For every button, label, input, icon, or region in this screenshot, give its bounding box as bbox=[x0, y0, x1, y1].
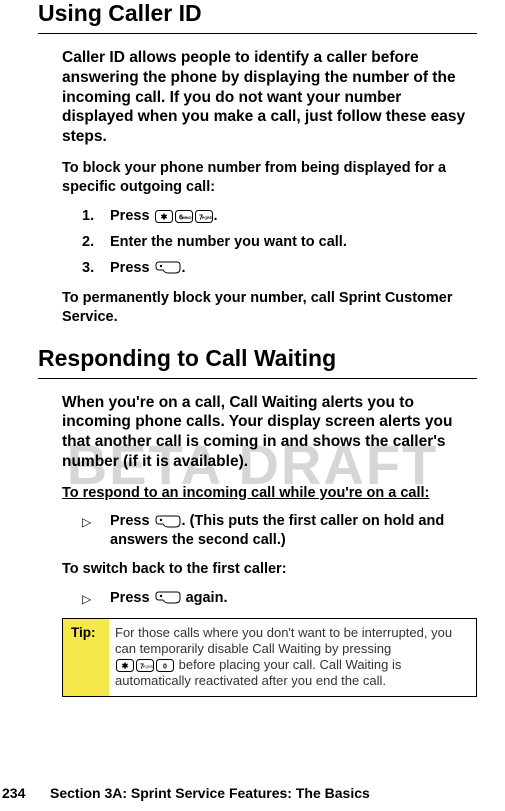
key-talk-icon-3 bbox=[155, 591, 181, 604]
svg-text:MNO: MNO bbox=[182, 215, 191, 220]
section1-title: Using Caller ID bbox=[38, 0, 477, 27]
svg-text:PQRS: PQRS bbox=[202, 216, 213, 220]
step-num-3: 3. bbox=[82, 258, 110, 280]
key-star-icon: ✱ bbox=[155, 210, 173, 223]
rule-2 bbox=[38, 378, 477, 379]
section1-lead: To block your phone number from being di… bbox=[62, 159, 477, 196]
key-star-icon-2: ✱ bbox=[116, 659, 134, 672]
section1-steps: 1. Press ✱ 6MNO7PQRS. 2. Enter the number… bbox=[62, 206, 477, 279]
section1-intro: Caller ID allows people to identify a ca… bbox=[62, 48, 477, 147]
bullet-1: ▷ Press . (This puts the first caller on… bbox=[62, 512, 477, 550]
step1-post: . bbox=[214, 208, 218, 224]
tip-box: Tip: For those calls where you don't wan… bbox=[62, 618, 477, 697]
bullet-2: ▷ Press again. bbox=[62, 589, 477, 608]
svg-text:0: 0 bbox=[163, 664, 167, 671]
step-3: 3. Press . bbox=[82, 258, 477, 280]
step2-text: Enter the number you want to call. bbox=[110, 232, 347, 254]
triangle-icon-2: ▷ bbox=[82, 589, 110, 608]
key-7-icon: 7PQRS bbox=[195, 210, 213, 223]
svg-text:✱: ✱ bbox=[122, 662, 129, 671]
key-7-icon-2: 7PQRS bbox=[136, 659, 154, 672]
key-0-icon: 0 bbox=[156, 659, 174, 672]
step-1: 1. Press ✱ 6MNO7PQRS. bbox=[82, 206, 477, 228]
step-num-1: 1. bbox=[82, 206, 110, 228]
section2-lead1: To respond to an incoming call while you… bbox=[62, 484, 477, 503]
b2-pre: Press bbox=[110, 590, 154, 606]
page-content: Using Caller ID Caller ID allows people … bbox=[38, 0, 477, 697]
svg-text:✱: ✱ bbox=[160, 212, 167, 221]
tip-line1: For those calls where you don't want to … bbox=[115, 625, 452, 656]
tip-label: Tip: bbox=[63, 619, 109, 696]
rule-1 bbox=[38, 33, 477, 34]
key-6-icon: 6MNO bbox=[175, 210, 193, 223]
section1-note: To permanently block your number, call S… bbox=[62, 289, 477, 326]
step3-post: . bbox=[182, 260, 186, 276]
section2-lead2: To switch back to the first caller: bbox=[62, 560, 477, 579]
b1-pre: Press bbox=[110, 513, 154, 529]
section2-title: Responding to Call Waiting bbox=[38, 345, 477, 372]
svg-text:PQRS: PQRS bbox=[143, 665, 154, 669]
footer-section: Section 3A: Sprint Service Features: The… bbox=[38, 785, 370, 801]
page-footer: 234 Section 3A: Sprint Service Features:… bbox=[0, 785, 505, 801]
section2-intro: When you're on a call, Call Waiting aler… bbox=[62, 393, 477, 472]
triangle-icon: ▷ bbox=[82, 512, 110, 550]
step-2: 2. Enter the number you want to call. bbox=[82, 232, 477, 254]
b2-post: again. bbox=[182, 590, 228, 606]
step-num-2: 2. bbox=[82, 232, 110, 254]
key-talk-icon bbox=[155, 261, 181, 274]
key-talk-icon-2 bbox=[155, 515, 181, 528]
tip-text: For those calls where you don't want to … bbox=[109, 619, 476, 696]
step1-pre: Press bbox=[110, 208, 154, 224]
page-number: 234 bbox=[0, 785, 38, 801]
step3-pre: Press bbox=[110, 260, 154, 276]
